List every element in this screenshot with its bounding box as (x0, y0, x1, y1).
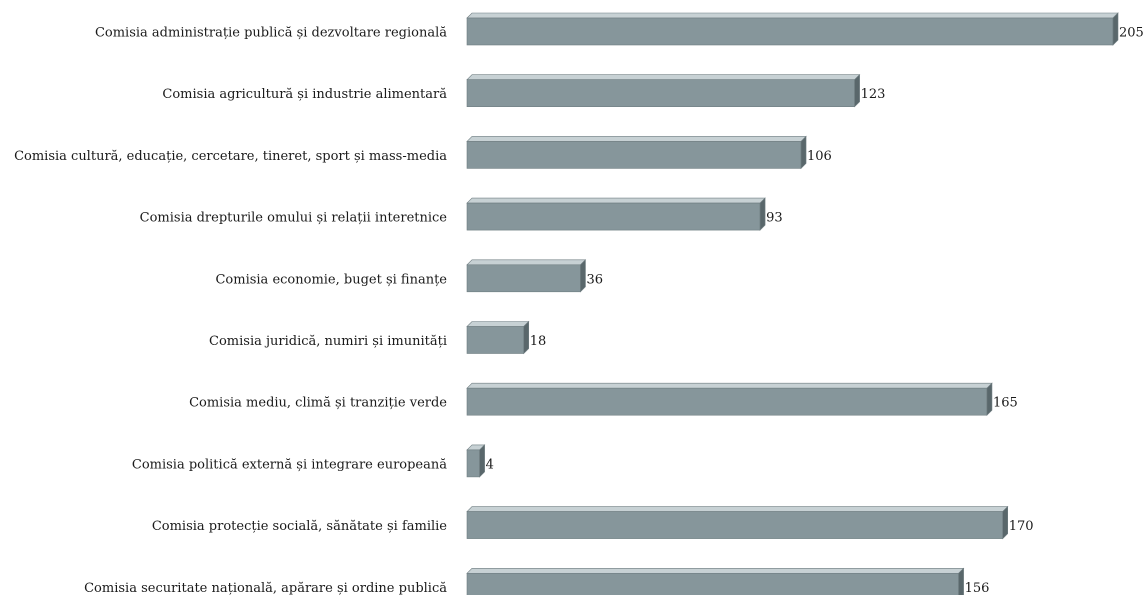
value-label: 170 (1009, 519, 1034, 534)
bar-side-face (986, 382, 993, 416)
bar-side-face (523, 320, 530, 355)
value-label: 156 (965, 581, 990, 595)
category-label: Comisia administrație publică și dezvolt… (95, 26, 447, 41)
category-label: Comisia mediu, climă și tranziție verde (189, 396, 447, 411)
bar (466, 259, 587, 293)
category-label: Comisia securitate națională, apărare și… (84, 581, 447, 595)
value-label: 205 (1119, 26, 1144, 41)
category-label: Comisia politică externă și integrare eu… (132, 457, 447, 472)
value-label: 4 (486, 457, 494, 472)
bar (466, 135, 807, 170)
bar-front-face (466, 141, 802, 169)
bar-side-face (479, 444, 485, 478)
value-label: 93 (766, 211, 783, 226)
bar-top-face (466, 567, 965, 574)
value-label: 36 (586, 272, 603, 287)
bar (466, 73, 861, 108)
bars (466, 12, 1119, 595)
bar-top-face (466, 321, 530, 327)
value-labels: 205 123 106 93 36 18 165 4 170 156 (486, 26, 1144, 595)
value-label: 123 (861, 87, 886, 102)
bar-top-face (466, 259, 587, 266)
bar-side-face (958, 567, 964, 595)
value-label: 106 (807, 149, 832, 164)
bar-front-face (466, 326, 525, 354)
bar (466, 320, 530, 355)
category-label: Comisia economie, buget și finanțe (215, 272, 447, 287)
bar-front-face (466, 449, 480, 478)
bar-front-face (466, 264, 581, 293)
bar-side-face (1002, 505, 1009, 540)
bar-front-face (466, 79, 855, 107)
bar-front-face (466, 202, 761, 231)
category-label: Comisia drepturile omului și relații int… (140, 211, 448, 226)
bar-top-face (466, 382, 993, 389)
category-label: Comisia protecție socială, sănătate și f… (152, 519, 447, 534)
category-label: Comisia agricultură și industrie aliment… (162, 87, 447, 102)
bar (466, 444, 486, 478)
bar (466, 197, 766, 231)
bar (466, 12, 1119, 46)
bar (466, 382, 993, 416)
category-label: Comisia cultură, educație, cercetare, ti… (14, 149, 447, 164)
category-labels: Comisia administrație publică și dezvolt… (14, 26, 447, 595)
bar (466, 505, 1009, 540)
bar-top-face (466, 74, 861, 80)
value-label: 18 (530, 334, 547, 349)
bar-side-face (800, 135, 807, 170)
category-label: Comisia juridică, numiri și imunități (209, 334, 447, 349)
bar-top-face (466, 12, 1119, 19)
bar-side-face (1112, 12, 1119, 46)
bar-top-face (466, 197, 766, 204)
bar-front-face (466, 17, 1114, 46)
bar (466, 567, 965, 595)
bar-front-face (466, 387, 988, 416)
bar-side-face (854, 73, 860, 108)
value-label: 165 (993, 396, 1018, 411)
bar-top-face (466, 506, 1009, 512)
bar-front-face (466, 572, 959, 595)
bar-top-face (466, 136, 807, 142)
bar-side-face (580, 259, 586, 293)
bar-front-face (466, 511, 1004, 539)
bar-side-face (759, 197, 766, 231)
